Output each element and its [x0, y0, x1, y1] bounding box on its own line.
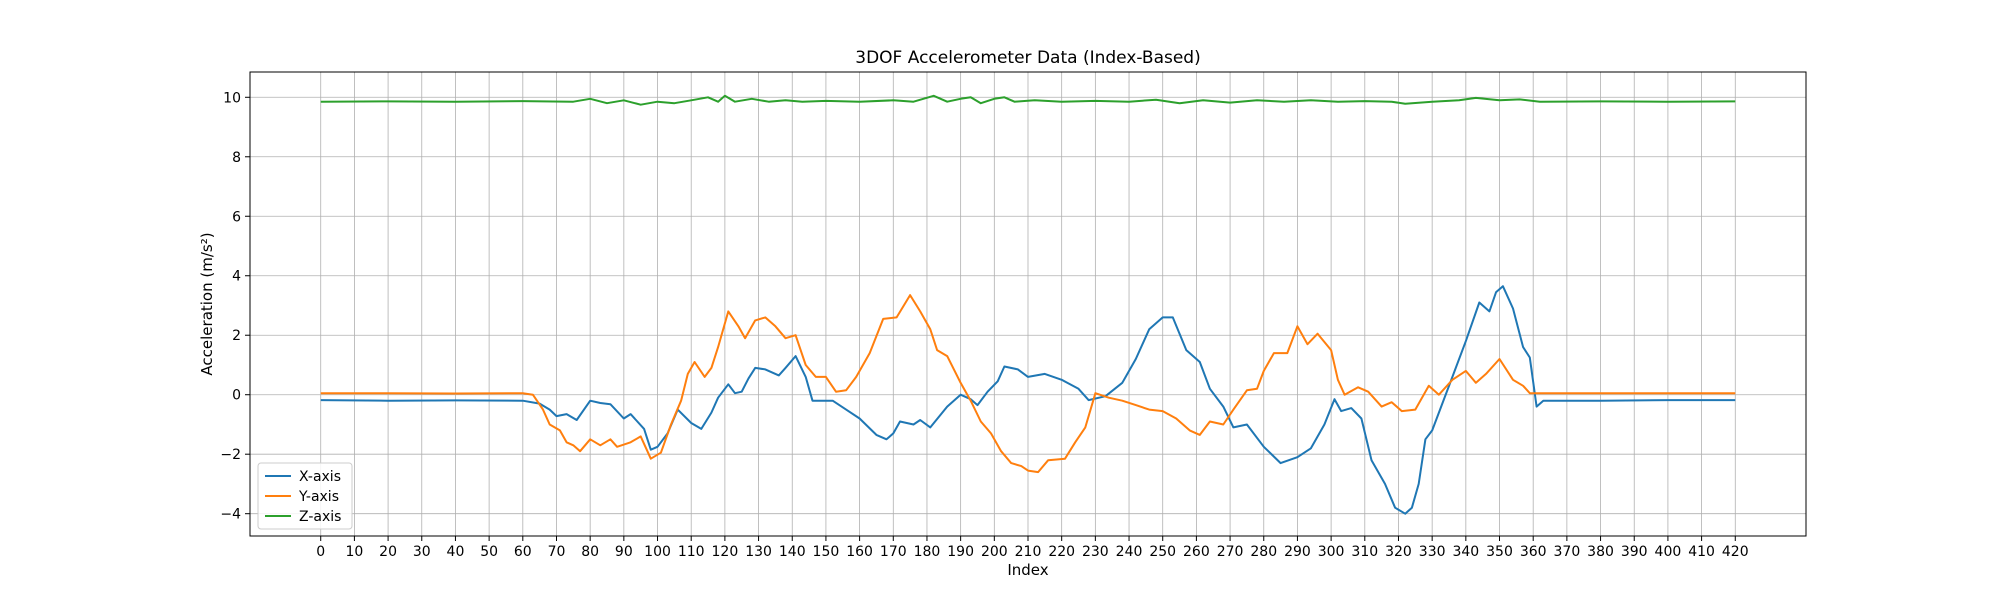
x-tick-label: 270 — [1217, 544, 1244, 560]
x-tick-label: 200 — [981, 544, 1008, 560]
x-tick-label: 80 — [581, 544, 599, 560]
x-tick-label: 340 — [1452, 544, 1479, 560]
x-tick-label: 50 — [480, 544, 498, 560]
x-tick-label: 420 — [1722, 544, 1749, 560]
x-tick-label: 400 — [1655, 544, 1682, 560]
x-tick-label: 240 — [1116, 544, 1143, 560]
y-tick-label: 4 — [232, 269, 241, 285]
y-tick-label: −2 — [220, 447, 241, 463]
grid-lines — [250, 72, 1806, 536]
x-tick-label: 180 — [914, 544, 941, 560]
y-tick-label: 10 — [223, 90, 241, 106]
y-tick-label: 0 — [232, 388, 241, 404]
x-tick-label: 310 — [1351, 544, 1378, 560]
x-tick-label: 130 — [745, 544, 772, 560]
x-tick-label: 0 — [316, 544, 325, 560]
x-tick-label: 260 — [1183, 544, 1210, 560]
legend-box — [257, 462, 353, 530]
y-tick-label: 6 — [232, 209, 241, 225]
y-axis-label: Acceleration (m/s²) — [198, 232, 216, 375]
y-axis-ticks: −4 −2 0 2 4 6 8 10 — [220, 90, 250, 523]
x-tick-label: 250 — [1149, 544, 1176, 560]
x-tick-label: 410 — [1688, 544, 1715, 560]
x-tick-label: 40 — [447, 544, 465, 560]
x-axis-ticks: 0 10 20 30 40 50 60 70 80 90 100 110 120 130 140 150 160… — [316, 536, 1749, 560]
x-tick-label: 350 — [1486, 544, 1513, 560]
x-axis-label: Index — [1007, 561, 1048, 579]
series-line-x-axis — [320, 285, 1736, 515]
legend-label-x-axis: X-axis — [299, 469, 341, 485]
x-tick-label: 330 — [1419, 544, 1446, 560]
x-tick-label: 190 — [947, 544, 974, 560]
series-layer — [320, 94, 1736, 515]
x-tick-label: 150 — [813, 544, 840, 560]
legend-label-y-axis: Y-axis — [298, 489, 339, 505]
series-line-z-axis — [320, 94, 1736, 106]
x-tick-label: 90 — [615, 544, 633, 560]
x-tick-label: 220 — [1048, 544, 1075, 560]
x-tick-label: 280 — [1250, 544, 1277, 560]
x-tick-label: 120 — [712, 544, 739, 560]
x-tick-label: 370 — [1554, 544, 1581, 560]
x-tick-label: 380 — [1587, 544, 1614, 560]
x-tick-label: 10 — [345, 544, 363, 560]
x-tick-label: 360 — [1520, 544, 1547, 560]
x-tick-label: 320 — [1385, 544, 1412, 560]
legend-label-z-axis: Z-axis — [299, 509, 341, 525]
y-tick-label: −4 — [220, 507, 241, 523]
x-tick-label: 300 — [1318, 544, 1345, 560]
x-tick-label: 60 — [514, 544, 532, 560]
x-tick-label: 70 — [548, 544, 566, 560]
x-tick-label: 110 — [678, 544, 705, 560]
x-tick-label: 20 — [379, 544, 397, 560]
legend: X-axis Y-axis Z-axis — [257, 462, 353, 530]
y-tick-label: 2 — [232, 328, 241, 344]
y-tick-label: 8 — [232, 150, 241, 166]
x-tick-label: 210 — [1015, 544, 1042, 560]
x-tick-label: 100 — [644, 544, 671, 560]
x-tick-label: 170 — [880, 544, 907, 560]
chart-title: 3DOF Accelerometer Data (Index-Based) — [855, 48, 1200, 68]
x-tick-label: 290 — [1284, 544, 1311, 560]
x-tick-label: 160 — [846, 544, 873, 560]
series-line-y-axis — [320, 294, 1736, 474]
x-tick-label: 140 — [779, 544, 806, 560]
x-tick-label: 390 — [1621, 544, 1648, 560]
x-tick-label: 230 — [1082, 544, 1109, 560]
x-tick-label: 30 — [413, 544, 431, 560]
